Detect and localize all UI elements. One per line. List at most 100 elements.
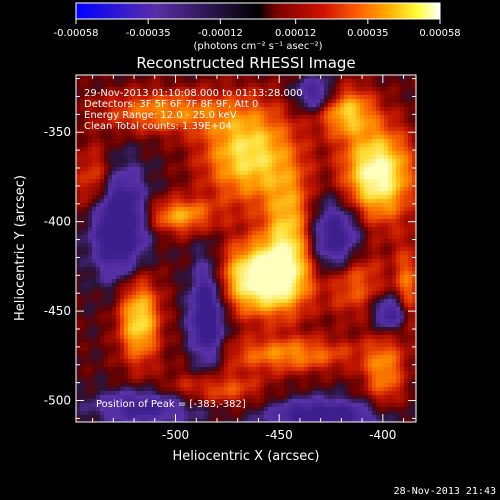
heat-cell (344, 215, 348, 219)
heat-cell (148, 175, 152, 179)
heat-cell (100, 275, 104, 279)
heat-cell (376, 191, 380, 195)
heat-cell (132, 119, 136, 123)
heat-cell (292, 287, 296, 291)
heat-cell (400, 83, 404, 87)
heat-cell (372, 87, 376, 91)
heat-cell (228, 179, 232, 183)
heat-cell (236, 295, 240, 299)
heat-cell (276, 143, 280, 147)
heat-cell (408, 171, 412, 175)
heat-cell (112, 239, 116, 243)
heat-cell (172, 115, 176, 119)
heat-cell (256, 207, 260, 211)
heat-cell (240, 255, 244, 259)
heat-cell (256, 287, 260, 291)
heat-cell (212, 155, 216, 159)
heat-cell (272, 195, 276, 199)
heat-cell (388, 231, 392, 235)
heat-cell (140, 267, 144, 271)
heat-cell (224, 271, 228, 275)
heat-cell (92, 127, 96, 131)
heat-cell (304, 91, 308, 95)
heat-cell (392, 111, 396, 115)
heat-cell (300, 75, 304, 79)
heat-cell (312, 295, 316, 299)
heat-cell (80, 263, 84, 267)
heat-cell (304, 95, 308, 99)
heat-cell (248, 103, 252, 107)
heat-cell (252, 279, 256, 283)
heat-cell (360, 107, 364, 111)
heat-cell (276, 223, 280, 227)
heat-cell (84, 239, 88, 243)
heat-cell (124, 175, 128, 179)
heat-cell (256, 295, 260, 299)
heat-cell (368, 227, 372, 231)
heat-cell (300, 131, 304, 135)
heat-cell (120, 215, 124, 219)
heat-cell (280, 299, 284, 303)
heat-cell (372, 191, 376, 195)
heat-cell (292, 259, 296, 263)
heat-cell (320, 111, 324, 115)
heat-cell (76, 247, 80, 251)
heat-cell (272, 279, 276, 283)
heat-cell (116, 247, 120, 251)
heat-cell (188, 287, 192, 291)
heat-cell (260, 295, 264, 299)
heat-cell (160, 171, 164, 175)
heat-cell (128, 127, 132, 131)
heat-cell (104, 307, 108, 311)
heat-cell (388, 283, 392, 287)
heat-cell (380, 287, 384, 291)
heat-cell (80, 171, 84, 175)
heat-cell (152, 291, 156, 295)
heat-cell (356, 231, 360, 235)
heat-cell (388, 203, 392, 207)
heat-cell (240, 283, 244, 287)
heat-cell (400, 199, 404, 203)
heat-cell (220, 95, 224, 99)
heat-cell (76, 299, 80, 303)
heat-cell (208, 219, 212, 223)
heat-cell (88, 283, 92, 287)
heat-cell (84, 255, 88, 259)
heat-cell (200, 151, 204, 155)
heat-cell (164, 267, 168, 271)
heat-cell (224, 199, 228, 203)
heat-cell (284, 211, 288, 215)
heat-cell (252, 259, 256, 263)
heat-cell (124, 195, 128, 199)
heat-cell (176, 263, 180, 267)
heat-cell (372, 227, 376, 231)
heat-cell (332, 235, 336, 239)
heat-cell (192, 239, 196, 243)
heat-cell (120, 75, 124, 79)
heat-cell (344, 219, 348, 223)
heat-cell (140, 303, 144, 307)
heat-cell (376, 179, 380, 183)
heat-cell (96, 191, 100, 195)
heat-cell (128, 115, 132, 119)
colorbar-ticks: -0.00058 -0.00035 -0.00012 0.00012 0.00035 0.… (54, 19, 461, 39)
heat-cell (404, 175, 408, 179)
heat-cell (272, 251, 276, 255)
heat-cell (140, 163, 144, 167)
heat-cell (380, 151, 384, 155)
heat-cell (332, 211, 336, 215)
heat-cell (172, 143, 176, 147)
heat-cell (256, 147, 260, 151)
heat-cell (320, 159, 324, 163)
heat-cell (328, 79, 332, 83)
heat-cell (172, 179, 176, 183)
heat-cell (224, 203, 228, 207)
heat-cell (408, 295, 412, 299)
heat-cell (304, 207, 308, 211)
heat-cell (364, 159, 368, 163)
heat-cell (164, 215, 168, 219)
heat-cell (376, 275, 380, 279)
heat-cell (188, 167, 192, 171)
heat-cell (308, 127, 312, 131)
heat-cell (308, 299, 312, 303)
